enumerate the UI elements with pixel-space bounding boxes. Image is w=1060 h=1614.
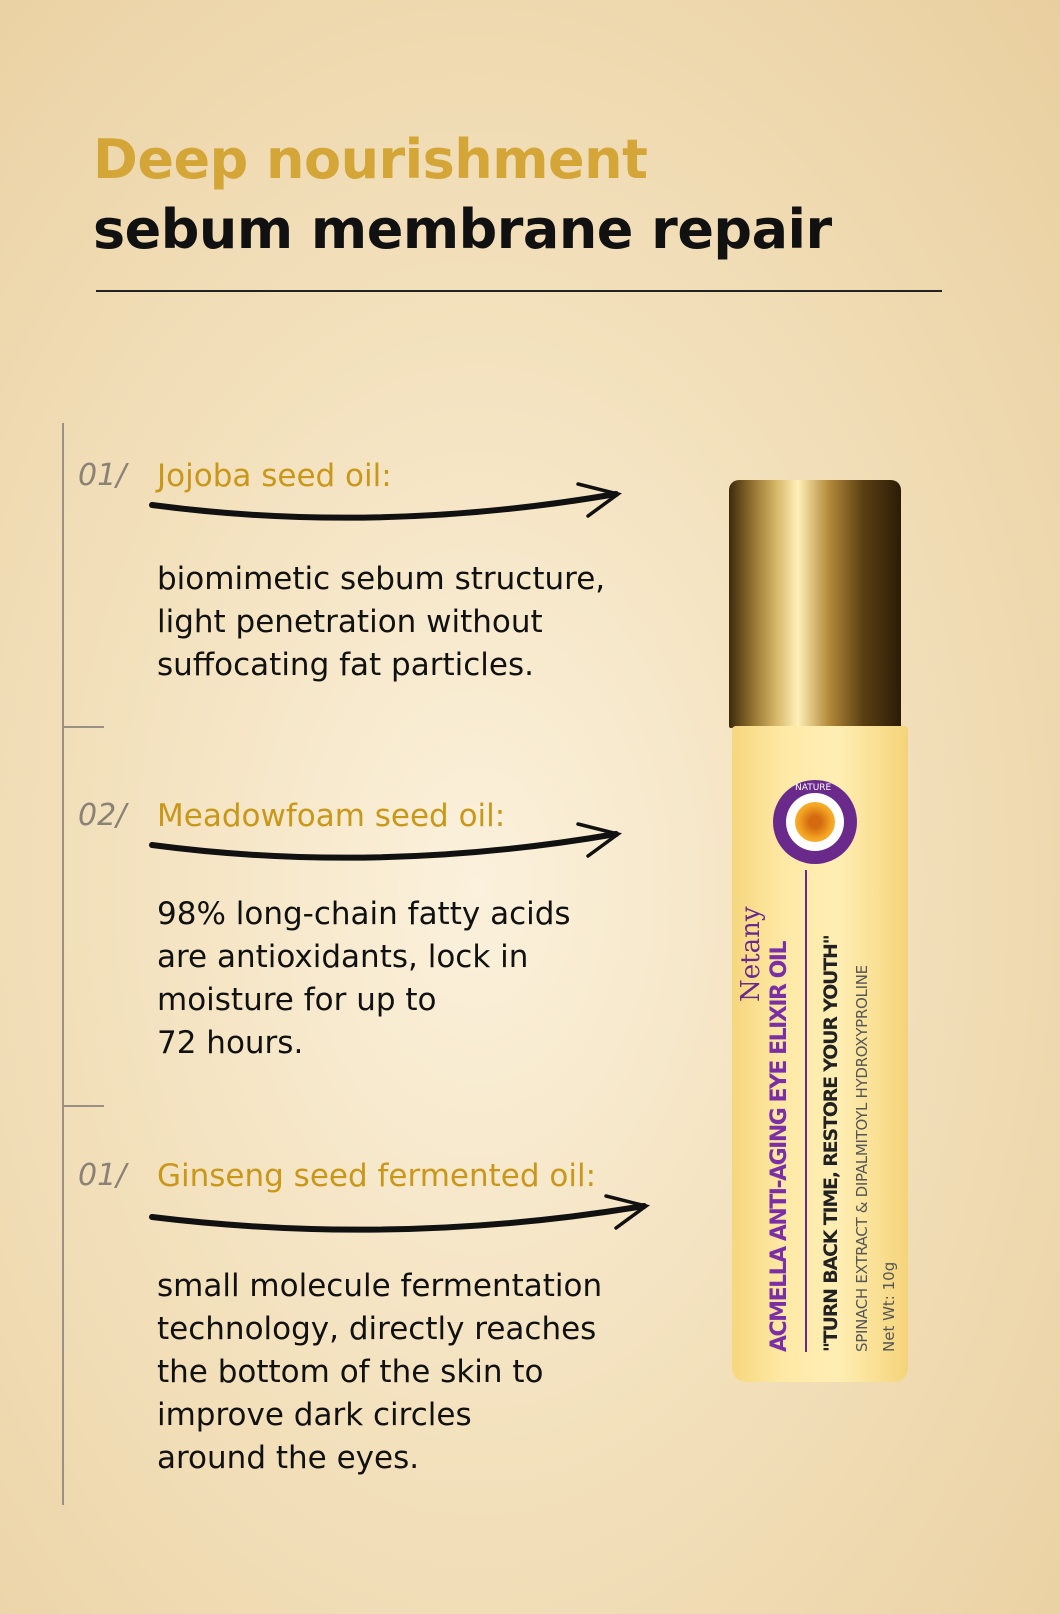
item-number: 02/	[78, 798, 127, 833]
desc-line: small molecule fermentation	[157, 1268, 603, 1304]
desc-line: around the eyes.	[157, 1440, 420, 1476]
desc-line: suffocating fat particles.	[157, 647, 534, 683]
arrow-icon	[149, 1194, 651, 1233]
item-description: 98% long-chain fatty acids are antioxida…	[157, 893, 571, 1065]
item-number: 01/	[78, 1158, 127, 1193]
item-description: small molecule fermentation technology, …	[157, 1265, 602, 1480]
desc-line: the bottom of the skin to	[157, 1354, 544, 1390]
product-ingredients: SPINACH EXTRACT & DIPALMITOYL HYDROXYPRO…	[853, 965, 871, 1352]
product-slogan: "TURN BACK TIME, RESTORE YOUR YOUTH"	[820, 935, 842, 1352]
desc-line: moisture for up to	[157, 982, 437, 1018]
item-number: 01/	[78, 458, 127, 493]
desc-line: light penetration without	[157, 604, 543, 640]
bottle-cap	[729, 480, 901, 728]
item-description: biomimetic sebum structure, light penetr…	[157, 558, 605, 687]
title-line-2: sebum membrane repair	[93, 198, 832, 261]
net-weight: Net Wt: 10g	[880, 1261, 898, 1352]
nature-seal-icon	[773, 780, 857, 864]
desc-line: 72 hours.	[157, 1025, 304, 1061]
timeline-line	[62, 423, 64, 1505]
product-name: ACMELLA ANTI-AGING EYE ELIXIR OIL	[767, 941, 792, 1352]
title-divider	[96, 290, 942, 292]
label-divider	[805, 870, 807, 1352]
desc-line: are antioxidants, lock in	[157, 939, 529, 975]
arrow-icon	[149, 822, 623, 861]
timeline-tick	[62, 1105, 104, 1107]
seal-text: NATURE	[795, 783, 832, 793]
item-label: Jojoba seed oil:	[157, 458, 392, 494]
desc-line: technology, directly reaches	[157, 1311, 597, 1347]
arrow-icon	[149, 482, 623, 521]
timeline-tick	[62, 726, 104, 728]
item-label: Ginseng seed fermented oil:	[157, 1158, 597, 1194]
item-label: Meadowfoam seed oil:	[157, 798, 506, 834]
desc-line: biomimetic sebum structure,	[157, 561, 606, 597]
desc-line: improve dark circles	[157, 1397, 472, 1433]
desc-line: 98% long-chain fatty acids	[157, 896, 571, 932]
title-line-1: Deep nourishment	[93, 128, 648, 191]
brand-name: Netany	[736, 906, 766, 1002]
